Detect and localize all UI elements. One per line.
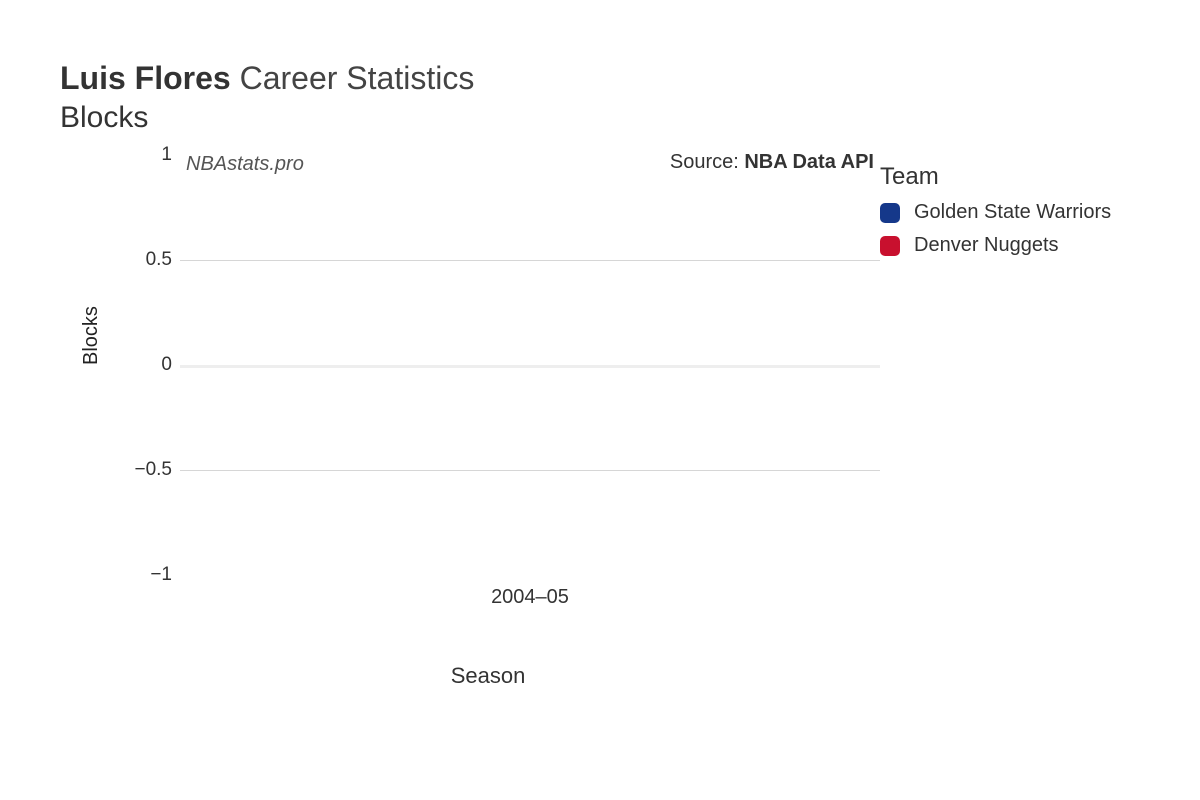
y-tick-label: −1 (122, 564, 172, 586)
legend-label: Denver Nuggets (914, 234, 1059, 257)
legend-swatch (880, 236, 900, 256)
title-suffix: Career Statistics (240, 60, 475, 96)
chart-subtitle: Blocks (60, 101, 1160, 135)
source-prefix: Source: (670, 151, 744, 173)
chart-title: Luis Flores Career Statistics (60, 60, 1160, 97)
legend-swatch (880, 203, 900, 223)
y-tick-label: 1 (122, 144, 172, 166)
gridline (180, 470, 880, 471)
watermark: NBAstats.pro (186, 153, 304, 176)
y-axis-label: Blocks (80, 306, 103, 365)
chart-area: Blocks 10.50−0.5−12004–05NBAstats.proSou… (60, 155, 1160, 615)
gridline (180, 575, 880, 576)
plot: Blocks 10.50−0.5−12004–05NBAstats.proSou… (120, 155, 856, 615)
gridline (180, 365, 880, 368)
x-axis-label: Season (451, 663, 526, 689)
y-tick-label: 0.5 (122, 249, 172, 271)
legend-item: Denver Nuggets (880, 234, 1160, 257)
legend: Team Golden State Warriors Denver Nuggets (880, 163, 1160, 267)
plot-inner: 10.50−0.5−12004–05NBAstats.proSource: NB… (180, 155, 880, 575)
chart-container: Luis Flores Career Statistics Blocks Blo… (0, 0, 1200, 800)
source-label: Source: NBA Data API (670, 151, 874, 174)
player-name: Luis Flores (60, 60, 231, 96)
y-tick-label: 0 (122, 354, 172, 376)
legend-label: Golden State Warriors (914, 201, 1111, 224)
title-block: Luis Flores Career Statistics Blocks (60, 60, 1160, 135)
legend-title: Team (880, 163, 1160, 191)
y-tick-label: −0.5 (122, 459, 172, 481)
x-tick-label: 2004–05 (491, 586, 569, 609)
gridline (180, 260, 880, 261)
source-name: NBA Data API (744, 151, 874, 173)
legend-item: Golden State Warriors (880, 201, 1160, 224)
